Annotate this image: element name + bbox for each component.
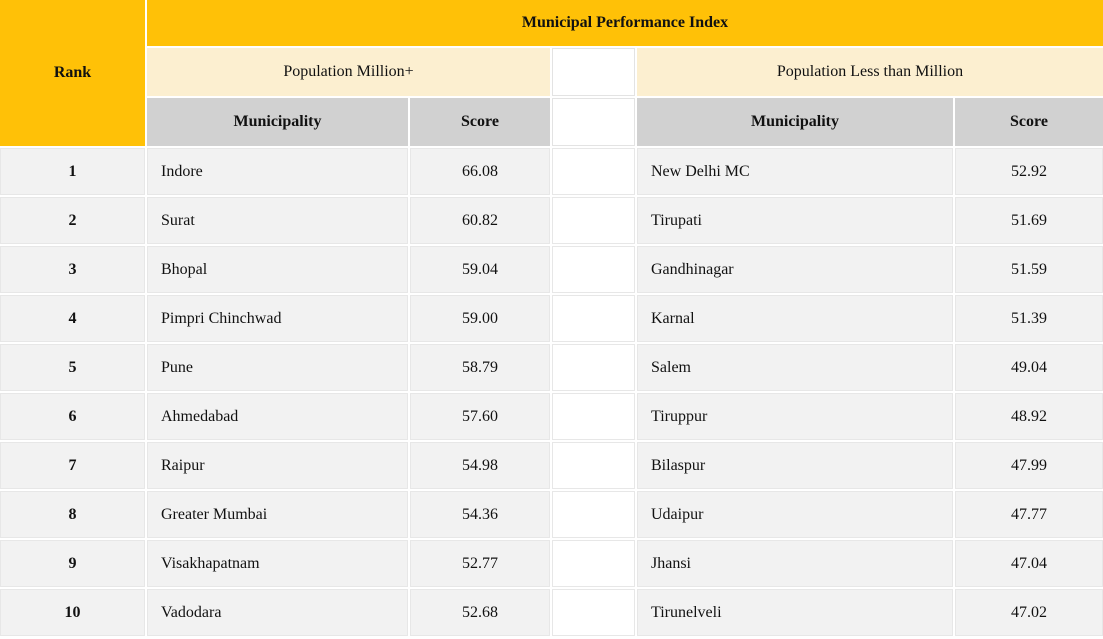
- municipality-cell-left: Bhopal: [147, 246, 408, 293]
- municipality-cell-right: Salem: [637, 344, 953, 391]
- spacer-cell: [552, 197, 635, 244]
- score-cell-left: 57.60: [410, 393, 550, 440]
- municipality-cell-left: Pune: [147, 344, 408, 391]
- municipality-cell-left: Surat: [147, 197, 408, 244]
- column-header-municipality-left: Municipality: [147, 98, 408, 146]
- municipality-cell-right: Tirunelveli: [637, 589, 953, 636]
- municipality-cell-right: Gandhinagar: [637, 246, 953, 293]
- municipality-cell-right: Jhansi: [637, 540, 953, 587]
- spacer-cell: [552, 442, 635, 489]
- municipality-cell-left: Indore: [147, 148, 408, 195]
- table-row: 6 Ahmedabad 57.60 Tiruppur 48.92: [0, 393, 1103, 440]
- rank-cell: 4: [0, 295, 145, 342]
- table-title: Municipal Performance Index: [147, 0, 1103, 46]
- spacer-cell: [552, 540, 635, 587]
- table-row: 2 Surat 60.82 Tirupati 51.69: [0, 197, 1103, 244]
- score-cell-right: 47.04: [955, 540, 1103, 587]
- rank-cell: 7: [0, 442, 145, 489]
- spacer-cell: [552, 491, 635, 538]
- rank-cell: 10: [0, 589, 145, 636]
- title-row: Rank Municipal Performance Index: [0, 0, 1103, 146]
- table-row: 10 Vadodara 52.68 Tirunelveli 47.02: [0, 589, 1103, 636]
- score-cell-right: 51.39: [955, 295, 1103, 342]
- column-header-score-right: Score: [955, 98, 1103, 146]
- score-cell-right: 47.02: [955, 589, 1103, 636]
- score-cell-right: 47.77: [955, 491, 1103, 538]
- column-header-municipality-right: Municipality: [637, 98, 953, 146]
- score-cell-left: 52.77: [410, 540, 550, 587]
- rank-cell: 5: [0, 344, 145, 391]
- table-row: 5 Pune 58.79 Salem 49.04: [0, 344, 1103, 391]
- table-body: 1 Indore 66.08 New Delhi MC 52.92 2 Surat 60.82…: [0, 148, 1103, 636]
- rank-cell: 1: [0, 148, 145, 195]
- rank-column-header: Rank: [0, 0, 145, 146]
- score-cell-left: 60.82: [410, 197, 550, 244]
- score-cell-right: 48.92: [955, 393, 1103, 440]
- group-header-population-less-than-million: Population Less than Million: [637, 48, 1103, 96]
- table-row: 1 Indore 66.08 New Delhi MC 52.92: [0, 148, 1103, 195]
- municipality-cell-right: Bilaspur: [637, 442, 953, 489]
- table-row: 9 Visakhapatnam 52.77 Jhansi 47.04: [0, 540, 1103, 587]
- table-row: 3 Bhopal 59.04 Gandhinagar 51.59: [0, 246, 1103, 293]
- table-row: 4 Pimpri Chinchwad 59.00 Karnal 51.39: [0, 295, 1103, 342]
- table-row: 8 Greater Mumbai 54.36 Udaipur 47.77: [0, 491, 1103, 538]
- spacer-cell: [552, 589, 635, 636]
- score-cell-left: 52.68: [410, 589, 550, 636]
- municipality-cell-right: Karnal: [637, 295, 953, 342]
- municipality-cell-left: Greater Mumbai: [147, 491, 408, 538]
- municipality-cell-right: Tiruppur: [637, 393, 953, 440]
- score-cell-right: 49.04: [955, 344, 1103, 391]
- score-cell-left: 59.04: [410, 246, 550, 293]
- score-cell-left: 54.36: [410, 491, 550, 538]
- spacer-cell: [552, 148, 635, 195]
- score-cell-right: 51.59: [955, 246, 1103, 293]
- score-cell-left: 59.00: [410, 295, 550, 342]
- spacer-cell: [552, 393, 635, 440]
- table-row: 7 Raipur 54.98 Bilaspur 47.99: [0, 442, 1103, 489]
- score-cell-left: 66.08: [410, 148, 550, 195]
- spacer-cell: [552, 344, 635, 391]
- municipality-cell-left: Pimpri Chinchwad: [147, 295, 408, 342]
- municipality-cell-left: Ahmedabad: [147, 393, 408, 440]
- rank-cell: 2: [0, 197, 145, 244]
- spacer-column-header: [552, 48, 635, 96]
- score-cell-right: 51.69: [955, 197, 1103, 244]
- municipality-cell-right: Tirupati: [637, 197, 953, 244]
- score-cell-right: 47.99: [955, 442, 1103, 489]
- subheader-row: Municipality Score Municipality Score: [0, 98, 1103, 146]
- spacer-cell: [552, 246, 635, 293]
- score-cell-right: 52.92: [955, 148, 1103, 195]
- municipality-cell-right: Udaipur: [637, 491, 953, 538]
- spacer-column-header: [552, 98, 635, 146]
- spacer-cell: [552, 295, 635, 342]
- municipality-cell-left: Vadodara: [147, 589, 408, 636]
- score-cell-left: 58.79: [410, 344, 550, 391]
- column-header-score-left: Score: [410, 98, 550, 146]
- rank-cell: 9: [0, 540, 145, 587]
- score-cell-left: 54.98: [410, 442, 550, 489]
- municipality-cell-left: Visakhapatnam: [147, 540, 408, 587]
- rank-cell: 6: [0, 393, 145, 440]
- rank-cell: 3: [0, 246, 145, 293]
- group-header-row: Population Million+ Population Less than…: [0, 48, 1103, 96]
- rank-cell: 8: [0, 491, 145, 538]
- municipality-cell-left: Raipur: [147, 442, 408, 489]
- municipality-cell-right: New Delhi MC: [637, 148, 953, 195]
- table-header: Rank Municipal Performance Index Populat…: [0, 0, 1103, 146]
- group-header-population-million-plus: Population Million+: [147, 48, 550, 96]
